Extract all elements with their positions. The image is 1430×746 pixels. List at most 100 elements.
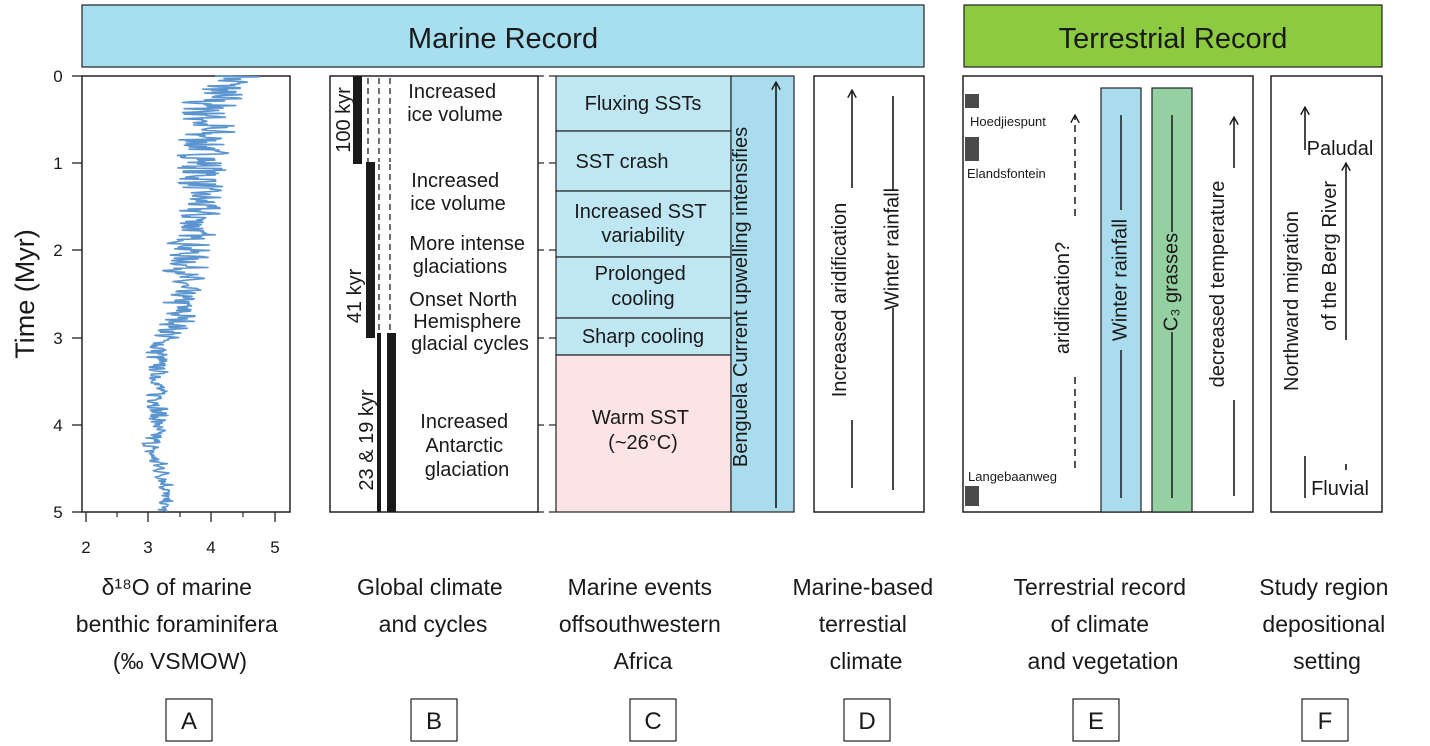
caption-line: Global climate [357,574,503,600]
cycle-bar-100kyr [353,76,362,164]
benguela-column [730,75,795,513]
panel-a-frame [81,75,291,513]
sst-event-line: Increased SST [574,201,706,223]
sst-event-label: Sharp cooling [582,326,704,348]
event-line: glacial cycles [411,333,529,355]
sst-box-2 [555,130,732,192]
sst-event-label: Increased SST variability [574,201,712,247]
caption-line: depositional [1262,611,1385,637]
event-line: ice volume [407,104,503,126]
event-label: More intense glaciations [409,233,530,278]
x-tick-label: 3 [143,538,152,557]
event-line: Increased [408,81,496,103]
panel-c-letter-box [629,698,677,742]
caption-line: Study region [1259,574,1388,600]
x-tick-label: 5 [270,538,279,557]
y-axis-label: Time (Myr) [10,229,40,358]
sst-event-label: Fluxing SSTs [585,93,702,115]
sst-box-6 [555,354,732,513]
terrestrial-record-header [963,4,1383,68]
panel-d-letter-box [843,698,891,742]
caption-line: Africa [614,648,673,674]
panel-a-letter-box [165,698,213,742]
terrestrial-record-title: Terrestrial Record [1059,23,1288,55]
sst-event-label: Warm SST (~26°C) [592,407,694,454]
x-tick-label: 4 [206,538,215,557]
panel-c: Fluxing SSTs SST crash Increased SST var… [549,75,795,742]
caption-line: (‰ VSMOW) [113,648,247,674]
event-line: More intense [409,233,525,255]
y-tick-label: 5 [53,503,62,522]
paludal-label: Paludal [1307,138,1374,160]
panel-e-letter: E [1088,708,1104,735]
c3-grasses-label: C₃ grasses [1160,233,1182,331]
y-tick-label: 3 [53,329,62,348]
panel-e: Hoedjiespunt Elandsfontein Langebaanweg … [962,75,1254,742]
panel-a-letter: A [181,708,197,735]
panel-c-ticks [549,75,556,513]
event-line: Antarctic [425,435,503,457]
panel-b-letter: B [426,708,442,735]
panel-f: Northward migration of the Berg River Pa… [1259,75,1388,742]
event-label: Increased Antarctic glaciation [420,411,513,481]
fluvial-label: Fluvial [1311,478,1369,500]
site-label-langebaanweg: Langebaanweg [968,469,1057,484]
marine-record-header [81,4,925,68]
winter-rainfall-label: Winter rainfall [881,188,903,310]
panel-b: 100 kyr 41 kyr 23 & 19 kyr Increased ice… [329,75,544,742]
aridification-question-label: aridification? [1052,242,1074,354]
y-tick-label: 4 [53,416,62,435]
cycle-label-41kyr: 41 kyr [344,268,366,323]
panel-e-caption: Terrestrial record of climate and vegeta… [1014,574,1193,674]
event-line: Hemisphere [413,311,521,333]
panel-a: 0 1 2 3 4 5 2 3 4 5 δ¹⁸O of marine benth… [53,67,291,742]
site-label-elandsfontein: Elandsfontein [967,166,1046,181]
caption-line: climate [830,648,903,674]
cycle-bar-41kyr [366,162,375,338]
caption-line: δ¹⁸O of marine [102,574,252,600]
sst-event-label: Prolonged cooling [595,263,692,310]
event-line: Increased [411,170,499,192]
caption-line: Terrestrial record [1014,574,1187,600]
sst-box-4 [555,256,732,319]
sst-event-line: variability [601,225,684,247]
caption-line: and cycles [379,611,488,637]
sst-event-line: Warm SST [592,407,689,429]
y-tick-label: 0 [53,67,62,86]
y-tick-label: 2 [53,241,62,260]
panel-d: Increased aridification Winter rainfall … [792,75,933,742]
site-label-hoedjiespunt: Hoedjiespunt [970,114,1046,129]
sst-event-label: SST crash [576,151,669,173]
caption-line: terrestial [819,611,907,637]
migration-label-2: of the Berg River [1319,181,1341,331]
panel-b-letter-box [410,698,458,742]
event-line: glaciations [413,256,508,278]
panel-f-letter-box [1301,698,1349,742]
panel-b-ticks [538,75,544,513]
panel-d-letter: D [858,708,875,735]
sst-event-line: Prolonged [595,263,686,285]
event-line: Onset North [409,289,517,311]
site-marker-elandsfontein [965,137,979,161]
caption-line: benthic foraminifera [76,611,278,637]
aridification-label: Increased aridification [829,203,851,398]
cycle-label-23-19kyr: 23 & 19 kyr [356,389,378,491]
panel-c-caption: Marine events offsouthwestern Africa [559,574,727,674]
benguela-label: Benguela Current upwelling intensifies [730,127,752,467]
y-tick-label: 1 [53,154,62,173]
y-ticks: 0 1 2 3 4 5 [53,67,82,522]
event-label: Onset North Hemisphere glacial cycles [409,289,529,355]
panel-e-letter-box [1072,698,1120,742]
cycle-label-100kyr: 100 kyr [333,87,355,153]
marine-record-title: Marine Record [408,23,598,55]
event-line: glaciation [425,459,510,481]
temperature-label: decreased temperature [1207,181,1229,388]
caption-line: setting [1293,648,1361,674]
event-label: Increased ice volume [407,81,503,126]
panel-f-letter: F [1318,708,1333,735]
panel-f-frame [1270,75,1383,513]
sst-event-line: (~26°C) [608,432,678,454]
x-ticks: 2 3 4 5 [81,512,280,557]
site-marker-hoedjiespunt [965,94,979,108]
